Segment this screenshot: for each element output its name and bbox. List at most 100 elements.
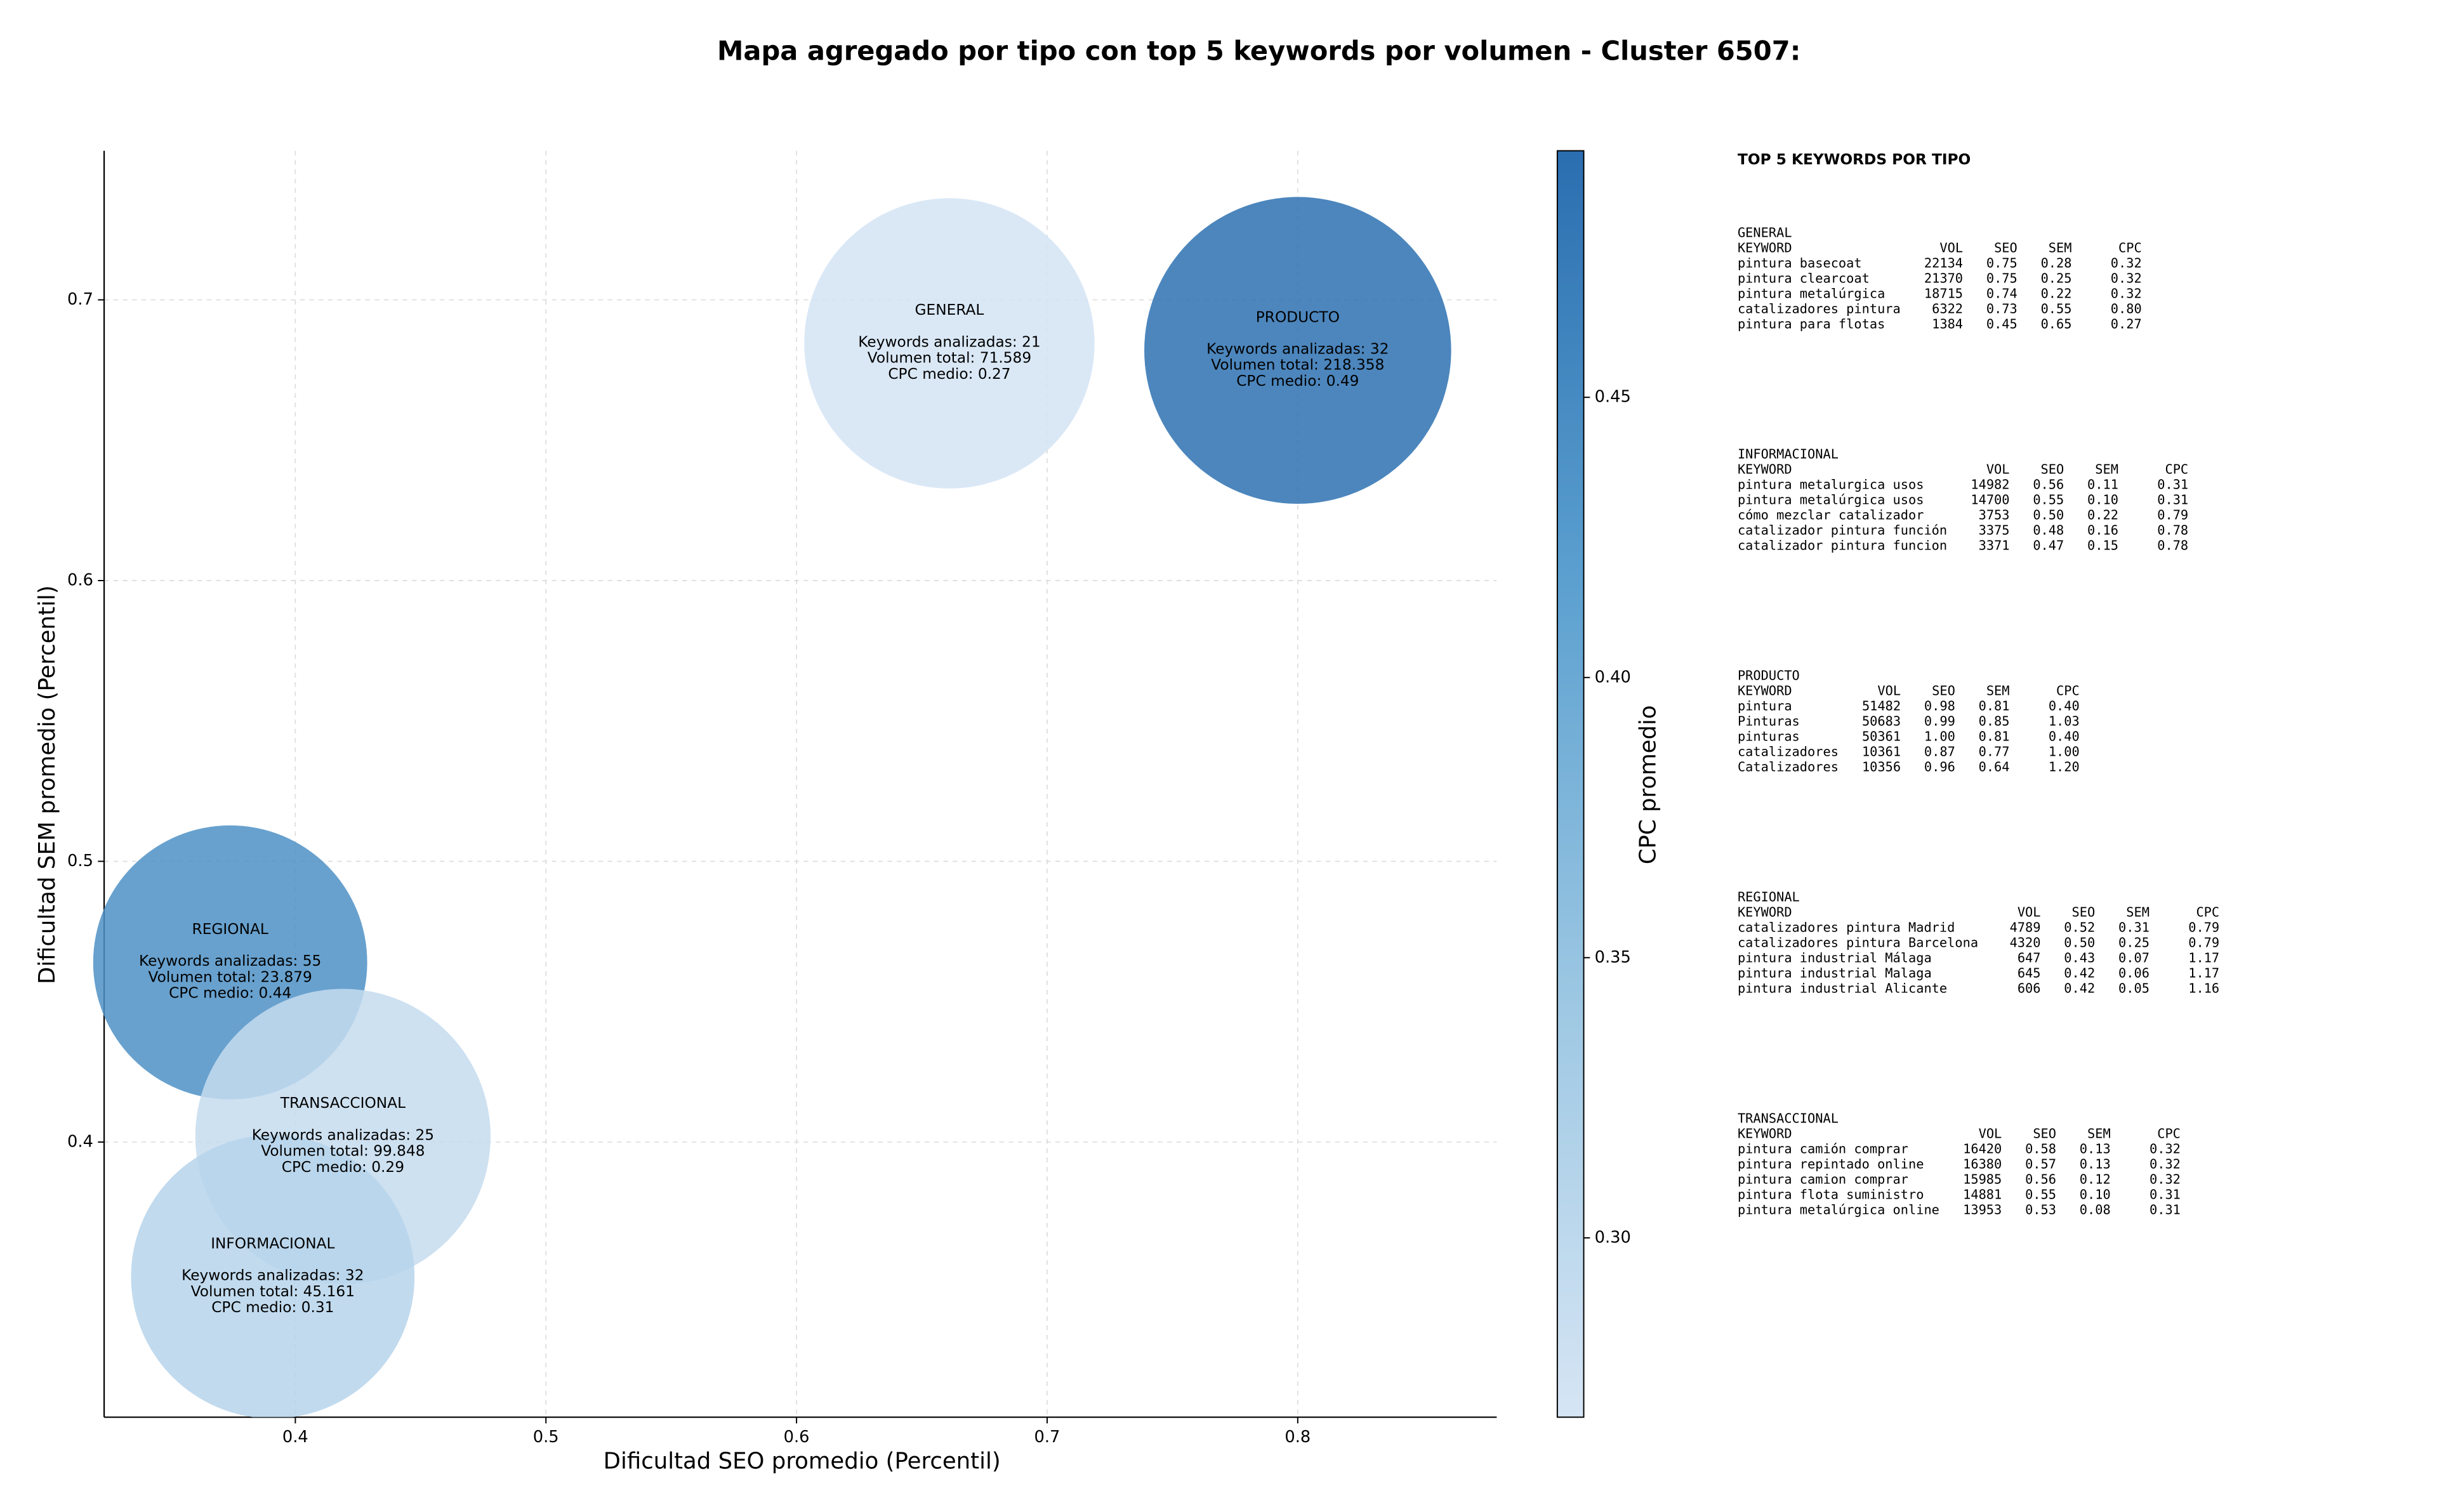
table-cell: 0.85 — [1979, 713, 2010, 728]
table-cell: 0.07 — [2118, 950, 2150, 965]
y-tick-label: 0.4 — [67, 1132, 93, 1151]
table-cell: 50683 — [1862, 713, 1901, 728]
x-axis-label: Dificultad SEO promedio (Percentil) — [604, 1449, 1001, 1475]
table-cell: 0.73 — [1986, 301, 2018, 316]
bubble-annotation: CPC medio: 0.27 — [888, 365, 1010, 383]
table-cell: 0.75 — [1986, 270, 2018, 286]
table-cell: 1.17 — [2188, 965, 2219, 980]
column-header: SEM — [2087, 1126, 2111, 1141]
table-cell: 1.20 — [2049, 759, 2080, 774]
table-cell: 0.12 — [2080, 1171, 2111, 1187]
table-cell: 0.55 — [2025, 1187, 2056, 1202]
table-cell: 0.27 — [2111, 316, 2142, 331]
table-cell: pintura repintado online — [1738, 1156, 1924, 1171]
column-header: SEO — [1932, 683, 1955, 698]
column-header: SEM — [1986, 683, 2010, 698]
column-header: KEYWORD — [1738, 683, 1792, 698]
table-cell: 0.25 — [2118, 935, 2150, 950]
x-tick-label: 0.7 — [1034, 1428, 1060, 1447]
table-cell: pintura metalúrgica usos — [1738, 492, 1924, 507]
bubble-annotation: Volumen total: 99.848 — [261, 1143, 425, 1160]
table-cell: 0.53 — [2025, 1202, 2056, 1217]
table-cell: catalizadores — [1738, 744, 1839, 759]
table-cell: 0.50 — [2033, 507, 2064, 522]
column-header: VOL — [1979, 1126, 2002, 1141]
table-cell: 0.10 — [2080, 1187, 2111, 1202]
table-cell: 0.45 — [1986, 316, 2018, 331]
column-header: KEYWORD — [1738, 904, 1792, 919]
table-cell: 0.79 — [2157, 507, 2188, 522]
table-cell: 0.55 — [2033, 492, 2064, 507]
table-cell: 0.64 — [1979, 759, 2010, 774]
table-cell: 10361 — [1862, 744, 1901, 759]
table-cell: pintura flota suministro — [1738, 1187, 1924, 1202]
colorbar-tick-label: 0.40 — [1595, 667, 1631, 687]
bubble-name: TRANSACCIONAL — [280, 1095, 406, 1112]
table-cell: 0.13 — [2080, 1141, 2111, 1156]
colorbar-tick-label: 0.35 — [1595, 948, 1631, 967]
table-cell: 10356 — [1862, 759, 1901, 774]
table-cell: 0.56 — [2025, 1171, 2056, 1187]
bubble — [1144, 197, 1451, 504]
table-cell: 0.50 — [2064, 935, 2095, 950]
table-cell: pintura metalúrgica online — [1738, 1202, 1939, 1217]
table-cell: 3375 — [1979, 522, 2010, 537]
table-cell: cómo mezclar catalizador — [1738, 507, 1924, 522]
table-cell: 0.28 — [2041, 255, 2072, 270]
block-name: TRANSACCIONAL — [1738, 1110, 1839, 1126]
table-cell: catalizador pintura función — [1738, 522, 1947, 537]
table-cell: 0.78 — [2157, 522, 2188, 537]
table-cell: pinturas — [1738, 728, 1800, 744]
table-cell: 1.00 — [2049, 744, 2080, 759]
table-cell: 13953 — [1963, 1202, 2002, 1217]
table-cell: 16380 — [1963, 1156, 2002, 1171]
table-cell: 15985 — [1963, 1171, 2002, 1187]
table-cell: 647 — [2018, 950, 2041, 965]
table-cell: 0.47 — [2033, 537, 2064, 553]
bubble-name: INFORMACIONAL — [211, 1235, 334, 1252]
table-cell: Catalizadores — [1738, 759, 1839, 774]
x-tick-label: 0.6 — [784, 1428, 810, 1447]
bubble-annotation: Keywords analizadas: 32 — [182, 1267, 364, 1284]
y-tick-label: 0.6 — [67, 571, 93, 590]
column-header: CPC — [2056, 683, 2080, 698]
table-cell: pintura para flotas — [1738, 316, 1885, 331]
table-cell: 4789 — [2010, 919, 2041, 935]
block-name: INFORMACIONAL — [1738, 446, 1839, 461]
bubbles — [93, 197, 1451, 1417]
table-cell: 0.98 — [1924, 698, 1955, 713]
table-cell: 22134 — [1924, 255, 1963, 270]
column-header: SEO — [1994, 240, 2018, 255]
table-cell: 0.74 — [1986, 286, 2018, 301]
table-cell: 0.42 — [2064, 965, 2095, 980]
column-header: CPC — [2157, 1126, 2181, 1141]
table-cell: 0.08 — [2080, 1202, 2111, 1217]
bubble-annotation: Volumen total: 23.879 — [149, 968, 312, 985]
table-cell: 0.99 — [1924, 713, 1955, 728]
table-cell: 0.32 — [2111, 270, 2142, 286]
table-cell: 0.16 — [2087, 522, 2118, 537]
column-header: SEM — [2126, 904, 2150, 919]
table-cell: 21370 — [1924, 270, 1963, 286]
bubble-annotation: Keywords analizadas: 55 — [139, 952, 321, 970]
table-cell: 14881 — [1963, 1187, 2002, 1202]
bubble-annotation: Volumen total: 71.589 — [868, 350, 1031, 367]
table-cell: 0.31 — [2150, 1202, 2181, 1217]
bubble-annotation: Volumen total: 45.161 — [191, 1283, 355, 1300]
column-header: KEYWORD — [1738, 1126, 1792, 1141]
table-cell: 0.32 — [2150, 1156, 2181, 1171]
table-cell: 0.81 — [1979, 728, 2010, 744]
bubble-annotation: CPC medio: 0.44 — [169, 984, 291, 1001]
table-cell: 51482 — [1862, 698, 1901, 713]
column-header: SEM — [2049, 240, 2072, 255]
column-header: SEO — [2033, 1126, 2056, 1141]
panel-title: TOP 5 KEYWORDS POR TIPO — [1738, 151, 1971, 168]
bubble-name: REGIONAL — [192, 921, 268, 938]
column-header: SEM — [2095, 461, 2118, 477]
bubble — [131, 1135, 415, 1417]
table-cell: 0.31 — [2157, 492, 2188, 507]
column-header: VOL — [1939, 240, 1963, 255]
bubble-annotation: CPC medio: 0.29 — [282, 1159, 404, 1176]
table-cell: 0.32 — [2150, 1171, 2181, 1187]
